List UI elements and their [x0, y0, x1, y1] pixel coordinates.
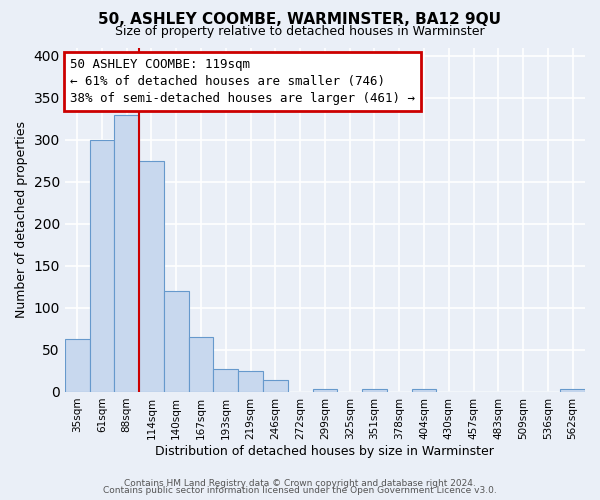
- Bar: [65, 339, 89, 392]
- Text: 50, ASHLEY COOMBE, WARMINSTER, BA12 9QU: 50, ASHLEY COOMBE, WARMINSTER, BA12 9QU: [98, 12, 502, 28]
- Bar: [164, 291, 188, 392]
- Bar: [238, 371, 263, 392]
- Bar: [89, 140, 115, 392]
- Bar: [313, 390, 337, 392]
- Bar: [115, 114, 139, 392]
- Y-axis label: Number of detached properties: Number of detached properties: [15, 121, 28, 318]
- Bar: [412, 390, 436, 392]
- Text: 50 ASHLEY COOMBE: 119sqm
← 61% of detached houses are smaller (746)
38% of semi-: 50 ASHLEY COOMBE: 119sqm ← 61% of detach…: [70, 58, 415, 105]
- Bar: [263, 380, 288, 392]
- Bar: [139, 161, 164, 392]
- Bar: [362, 390, 387, 392]
- Text: Contains HM Land Registry data © Crown copyright and database right 2024.: Contains HM Land Registry data © Crown c…: [124, 478, 476, 488]
- Text: Contains public sector information licensed under the Open Government Licence v3: Contains public sector information licen…: [103, 486, 497, 495]
- Text: Size of property relative to detached houses in Warminster: Size of property relative to detached ho…: [115, 25, 485, 38]
- Bar: [188, 338, 214, 392]
- X-axis label: Distribution of detached houses by size in Warminster: Distribution of detached houses by size …: [155, 444, 494, 458]
- Bar: [214, 370, 238, 392]
- Bar: [560, 390, 585, 392]
